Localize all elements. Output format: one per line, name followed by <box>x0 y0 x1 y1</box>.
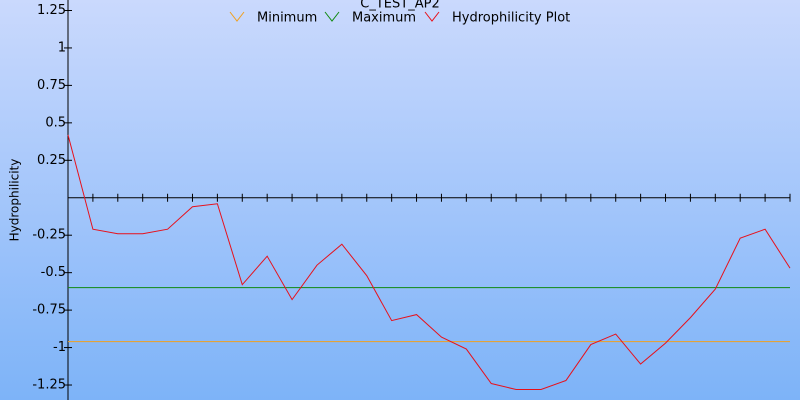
y-tick-label: -1.25 <box>32 378 66 393</box>
legend-label: Maximum <box>352 11 416 26</box>
legend-icon <box>229 11 245 22</box>
chart-title: C_TEST_AP2 <box>360 0 439 12</box>
y-tick-label: 0.25 <box>37 153 66 168</box>
y-tick-label: -0.5 <box>41 265 66 280</box>
legend-label: Hydrophilicity Plot <box>452 11 570 26</box>
legend-label: Minimum <box>257 11 317 26</box>
y-axis-label: Hydrophilicity <box>8 159 22 242</box>
legend-icon <box>324 11 340 22</box>
y-tick-label: -0.75 <box>32 303 66 318</box>
legend-icon <box>424 11 440 22</box>
y-tick-label: -1 <box>53 340 66 355</box>
y-tick-label: 1 <box>58 40 66 55</box>
series-line <box>67 134 791 391</box>
y-tick-label: 0.75 <box>37 78 66 93</box>
y-tick-label: 0.5 <box>45 115 66 130</box>
y-tick-label: 1.25 <box>37 3 66 18</box>
y-tick-label: -0.25 <box>32 228 66 243</box>
